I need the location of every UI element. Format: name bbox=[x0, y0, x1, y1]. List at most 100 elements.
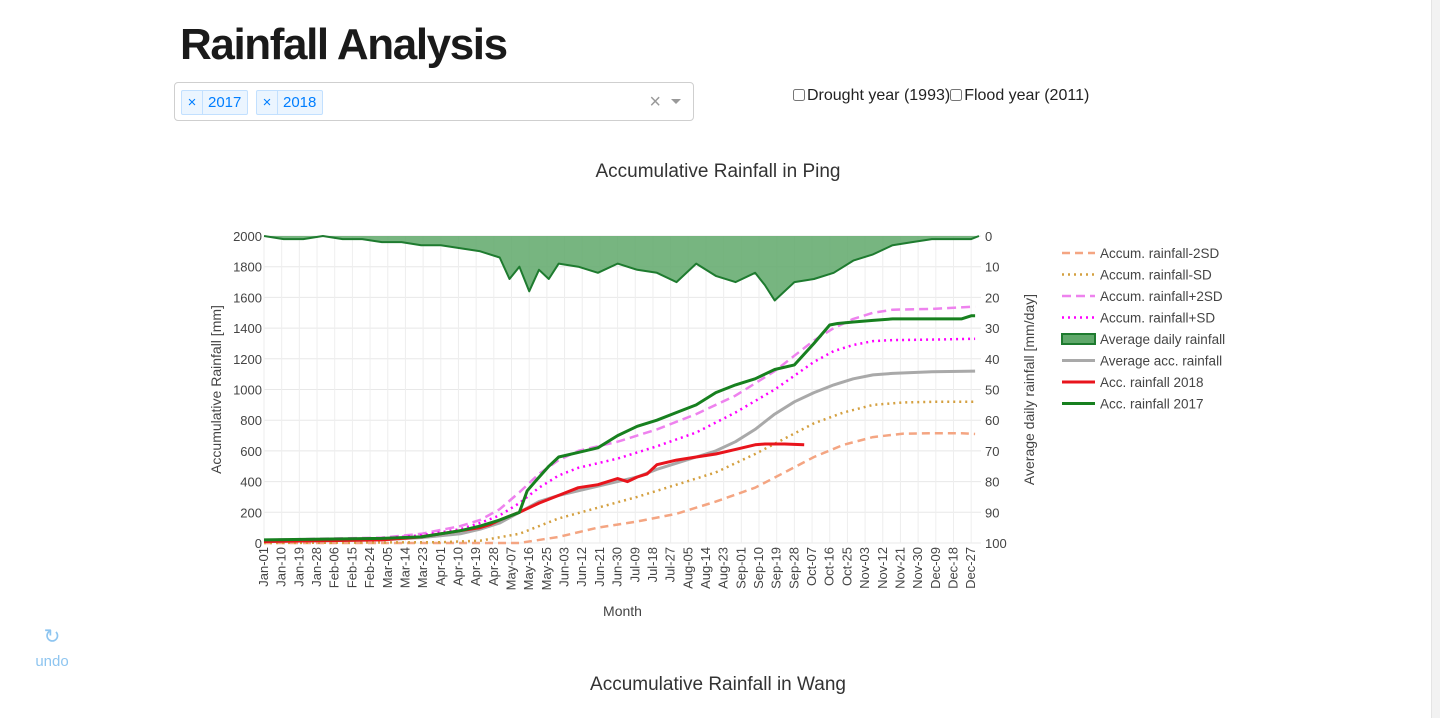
y2-tick-label: 70 bbox=[985, 444, 999, 459]
legend-label: Acc. rainfall 2018 bbox=[1100, 375, 1204, 390]
year-options: Drought year (1993) Flood year (2011) bbox=[793, 87, 1089, 105]
remove-tag-icon[interactable]: × bbox=[182, 91, 203, 114]
page-title: Rainfall Analysis bbox=[180, 20, 508, 69]
year-tag-2018: × 2018 bbox=[256, 90, 324, 115]
y2-tick-label: 30 bbox=[985, 321, 999, 336]
chart-title: Accumulative Rainfall in Ping bbox=[595, 161, 841, 182]
series-line-accum-rainfall-sd bbox=[264, 337, 976, 542]
legend-label: Accum. rainfall+2SD bbox=[1100, 289, 1223, 304]
year-multiselect[interactable]: × 2017 × 2018 × bbox=[174, 82, 694, 121]
x-tick-label: Dec-27 bbox=[963, 547, 978, 589]
x-tick-label: Oct-25 bbox=[839, 547, 854, 586]
x-tick-label: Aug-05 bbox=[680, 547, 695, 589]
x-tick-label: May-25 bbox=[539, 547, 554, 590]
x-tick-label: Aug-14 bbox=[698, 547, 713, 589]
x-tick-label: Mar-23 bbox=[415, 547, 430, 588]
remove-tag-icon[interactable]: × bbox=[257, 91, 278, 114]
legend-label: Average acc. rainfall bbox=[1100, 354, 1222, 369]
series-line-average-acc-rainfall bbox=[264, 369, 976, 543]
drought-year-checkbox[interactable] bbox=[793, 89, 805, 101]
x-tick-label: Mar-14 bbox=[397, 547, 412, 588]
legend-label: Accum. rainfall+SD bbox=[1100, 311, 1215, 326]
x-tick-label: Oct-16 bbox=[822, 547, 837, 586]
y-tick-label: 200 bbox=[240, 505, 262, 520]
x-tick-label: Feb-06 bbox=[327, 547, 342, 588]
x-tick-label: Mar-05 bbox=[380, 547, 395, 588]
x-tick-label: Jun-03 bbox=[557, 547, 572, 587]
window-edge bbox=[1431, 0, 1440, 718]
x-tick-label: Feb-15 bbox=[344, 547, 359, 588]
y2-tick-label: 60 bbox=[985, 413, 999, 428]
y2-tick-label: 10 bbox=[985, 260, 999, 275]
x-tick-label: Jan-10 bbox=[274, 547, 289, 587]
y2-tick-label: 50 bbox=[985, 383, 999, 398]
series-line-accum-rainfall-2sd bbox=[264, 431, 976, 545]
x-tick-label: Dec-09 bbox=[928, 547, 943, 589]
x-tick-label: Jul-09 bbox=[627, 547, 642, 582]
clear-all-icon[interactable]: × bbox=[649, 91, 661, 113]
y-axis-title: Accumulative Rainfall [mm] bbox=[208, 305, 224, 474]
year-tag-2017: × 2017 bbox=[181, 90, 249, 115]
tag-label: 2017 bbox=[208, 94, 242, 111]
legend-label: Acc. rainfall 2017 bbox=[1100, 397, 1204, 412]
tag-label: 2018 bbox=[283, 94, 317, 111]
x-tick-label: Nov-03 bbox=[857, 547, 872, 589]
x-axis-title: Month bbox=[603, 603, 642, 619]
y-tick-label: 2000 bbox=[233, 229, 262, 244]
series-line-acc-rainfall-2017 bbox=[264, 314, 976, 542]
undo-button[interactable]: ↻ undo bbox=[30, 624, 74, 670]
x-tick-label: Apr-01 bbox=[433, 547, 448, 586]
series-line-average-daily-rainfall bbox=[264, 235, 980, 302]
x-tick-label: Nov-30 bbox=[910, 547, 925, 589]
y-tick-label: 600 bbox=[240, 444, 262, 459]
x-tick-label: Feb-24 bbox=[362, 547, 377, 588]
x-tick-label: Jan-01 bbox=[256, 547, 271, 587]
x-tick-label: May-07 bbox=[504, 547, 519, 590]
second-chart-title: Accumulative Rainfall in Wang bbox=[590, 674, 846, 695]
x-tick-label: Jun-30 bbox=[610, 547, 625, 587]
y2-tick-label: 40 bbox=[985, 352, 999, 367]
y2-axis-title: Average daily rainfall [mm/day] bbox=[1021, 294, 1037, 485]
x-tick-label: Nov-21 bbox=[892, 547, 907, 589]
x-tick-label: Jun-12 bbox=[574, 547, 589, 587]
y-tick-label: 1400 bbox=[233, 321, 262, 336]
drought-year-label: Drought year (1993) bbox=[807, 87, 951, 104]
x-tick-label: Jul-27 bbox=[663, 547, 678, 582]
y2-tick-label: 80 bbox=[985, 475, 999, 490]
y-tick-label: 400 bbox=[240, 475, 262, 490]
x-tick-label: Sep-28 bbox=[786, 547, 801, 589]
x-tick-label: Sep-10 bbox=[751, 547, 766, 589]
x-tick-label: Oct-07 bbox=[804, 547, 819, 586]
undo-icon: ↻ bbox=[43, 626, 61, 648]
series-line-accum-rainfall-sd bbox=[264, 400, 976, 545]
y2-tick-label: 100 bbox=[985, 536, 1007, 551]
x-tick-label: Apr-10 bbox=[450, 547, 465, 586]
y2-tick-label: 0 bbox=[985, 229, 992, 244]
y-tick-label: 1800 bbox=[233, 260, 262, 275]
legend-label: Accum. rainfall-SD bbox=[1100, 268, 1212, 283]
x-tick-label: Jul-18 bbox=[645, 547, 660, 582]
flood-year-checkbox[interactable] bbox=[950, 89, 963, 101]
flood-year-label: Flood year (2011) bbox=[964, 87, 1090, 104]
chevron-down-icon[interactable] bbox=[671, 99, 681, 104]
y-tick-label: 0 bbox=[255, 536, 262, 551]
y-tick-label: 800 bbox=[240, 413, 262, 428]
x-tick-label: May-16 bbox=[521, 547, 536, 590]
y2-tick-label: 20 bbox=[985, 290, 999, 305]
x-tick-label: Apr-19 bbox=[468, 547, 483, 586]
series-fill-average-daily-rainfall bbox=[264, 236, 979, 301]
x-tick-label: Jan-28 bbox=[309, 547, 324, 587]
x-tick-label: Nov-12 bbox=[875, 547, 890, 589]
x-tick-label: Jan-19 bbox=[291, 547, 306, 587]
series-line-accum-rainfall-2sd bbox=[264, 305, 976, 542]
flood-year-option[interactable]: Flood year (2011) bbox=[950, 87, 1089, 104]
y-tick-label: 1000 bbox=[233, 383, 262, 398]
drought-year-option[interactable]: Drought year (1993) bbox=[793, 87, 950, 104]
legend-label: Accum. rainfall-2SD bbox=[1100, 246, 1220, 261]
undo-label: undo bbox=[35, 653, 69, 670]
y-tick-label: 1600 bbox=[233, 290, 262, 305]
y-tick-label: 1200 bbox=[233, 352, 262, 367]
x-tick-label: Sep-19 bbox=[769, 547, 784, 589]
legend-label: Average daily rainfall bbox=[1100, 332, 1225, 347]
